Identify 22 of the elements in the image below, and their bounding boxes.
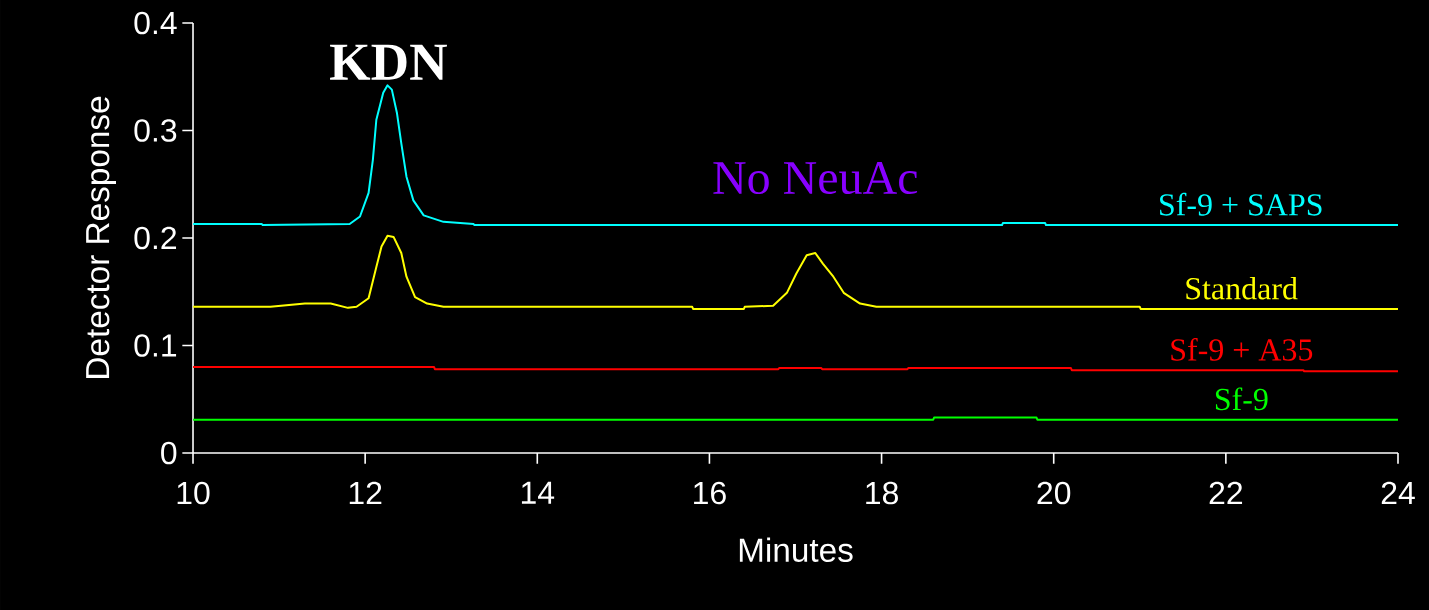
x-tick-label: 24 bbox=[1381, 481, 1415, 505]
y-tick-label: 0.1 bbox=[134, 334, 177, 357]
line-series bbox=[192, 84, 1399, 227]
x-tick-label: 12 bbox=[349, 481, 382, 505]
y-tick-label: 0.2 bbox=[134, 226, 177, 250]
x-tick-label: 16 bbox=[694, 481, 726, 505]
annotation: KDN bbox=[330, 44, 447, 80]
series-label: Sf-9 + A35 bbox=[1171, 337, 1313, 361]
x-tick-label: 18 bbox=[866, 481, 898, 505]
y-axis-title: Detector Response bbox=[86, 96, 116, 378]
x-axis-title: Minutes bbox=[739, 537, 853, 562]
series-label: Sf-9 + SAPS bbox=[1160, 192, 1322, 216]
annotation: No NeuAc bbox=[713, 161, 918, 195]
series-label: Standard bbox=[1186, 276, 1298, 300]
y-tick-label: 0.4 bbox=[134, 11, 177, 35]
series-label: Sf-9 bbox=[1215, 387, 1268, 411]
y-tick-label: 0 bbox=[161, 441, 177, 465]
y-tick-label: 0.3 bbox=[134, 119, 177, 142]
x-tick-label: 22 bbox=[1209, 481, 1243, 505]
x-tick-label: 10 bbox=[177, 481, 210, 505]
x-tick-label: 14 bbox=[521, 481, 555, 504]
x-tick-label: 20 bbox=[1037, 481, 1071, 505]
